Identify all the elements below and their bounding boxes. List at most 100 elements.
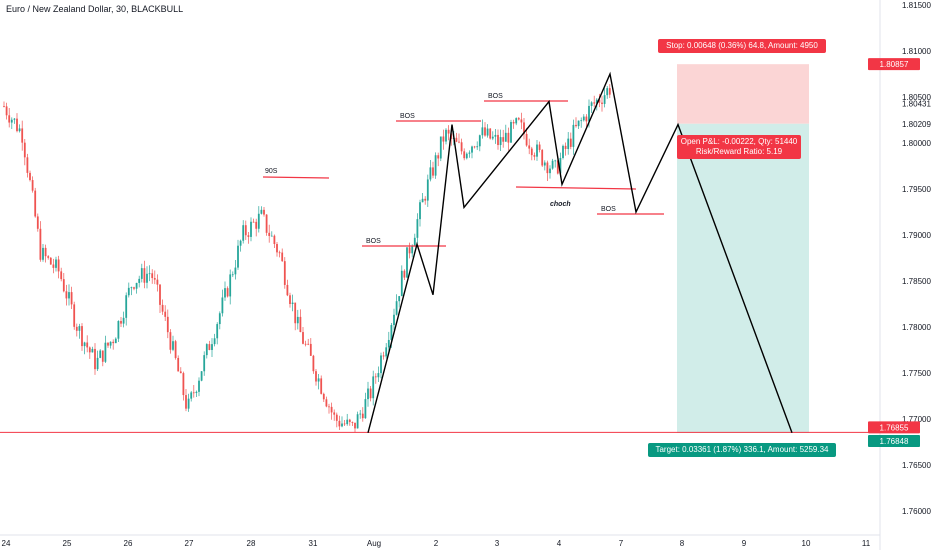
candle-body — [343, 423, 346, 425]
candle-body — [325, 399, 328, 407]
bos-label: BOS — [488, 93, 503, 100]
candle-body — [504, 132, 507, 142]
candle-body — [203, 355, 206, 372]
candle-body — [65, 291, 68, 299]
candle-body — [382, 355, 385, 357]
candle-body — [281, 252, 284, 262]
y-tick-label: 1.79500 — [902, 185, 931, 194]
candle-body — [502, 137, 505, 142]
candle-body — [512, 122, 515, 124]
candle-body — [299, 316, 302, 333]
candle-body — [91, 348, 94, 353]
candle-body — [55, 259, 57, 268]
candle-body — [192, 392, 195, 394]
candle-body — [221, 297, 224, 314]
entry2-price-label: 1.80209 — [902, 120, 931, 129]
candle-body — [94, 348, 96, 370]
candle-body — [315, 371, 317, 382]
candle-body — [595, 99, 598, 104]
candle-body — [328, 406, 330, 408]
candle-body — [346, 419, 349, 425]
candle-body — [242, 225, 245, 241]
candle-body — [18, 128, 21, 132]
choch-label: choch — [550, 201, 571, 208]
candle-body — [601, 102, 603, 104]
candle-body — [361, 413, 364, 419]
candle-body — [312, 355, 315, 372]
candle-body — [411, 246, 414, 254]
candle-body — [572, 124, 575, 147]
candle-body — [161, 304, 164, 312]
target-tag-text: Target: 0.03361 (1.87%) 336.1, Amount: 5… — [655, 445, 829, 454]
candle-body — [367, 388, 369, 400]
x-tick-label: 11 — [862, 539, 871, 548]
take-profit-zone — [677, 123, 809, 433]
candle-body — [395, 301, 398, 315]
candle-body — [198, 380, 200, 392]
y-tick-label: 1.81500 — [902, 1, 931, 10]
candle-body — [88, 347, 91, 353]
x-tick-label: 26 — [124, 539, 133, 548]
y-tick-label: 1.78500 — [902, 277, 931, 286]
candle-body — [138, 278, 141, 283]
candle-body — [10, 119, 13, 123]
candle-body — [322, 393, 325, 400]
choch-line — [515, 186, 637, 190]
stop-tag-box — [658, 39, 826, 53]
candle-body — [109, 341, 112, 346]
candle-body — [372, 376, 375, 399]
candle-body — [34, 190, 37, 217]
candle-body — [47, 256, 50, 258]
candle-body — [465, 153, 468, 159]
bos-label: BOS — [400, 113, 415, 120]
candle-body — [42, 247, 44, 260]
candle-body — [26, 157, 29, 173]
candle-body — [549, 168, 551, 174]
candle-body — [49, 257, 52, 265]
candle-body — [338, 420, 341, 427]
candle-body — [307, 343, 310, 345]
candle-body — [13, 118, 16, 120]
candle-body — [309, 343, 312, 356]
candle-body — [569, 138, 572, 147]
candle-body — [486, 128, 489, 136]
target-price-tag-text: 1.76848 — [880, 437, 909, 446]
candle-body — [335, 414, 338, 421]
candle-body — [424, 198, 427, 201]
candle-body — [208, 344, 211, 350]
candle-body — [510, 122, 512, 143]
candle-body — [588, 105, 590, 122]
candle-body — [554, 160, 557, 162]
candle-body — [507, 132, 510, 143]
candle-body — [546, 162, 549, 174]
candle-body — [354, 422, 356, 429]
candle-body — [530, 148, 533, 156]
candle-body — [590, 102, 593, 106]
candle-body — [447, 129, 450, 134]
candle-body — [36, 216, 39, 229]
candle-body — [603, 95, 606, 104]
candle-body — [239, 240, 242, 246]
bos-label: BOS — [366, 238, 381, 245]
candle-body — [413, 237, 416, 247]
candle-body — [515, 118, 518, 124]
candle-body — [562, 145, 564, 158]
candle-body — [541, 149, 544, 166]
stop-loss-zone — [677, 64, 809, 124]
candle-body — [497, 134, 499, 146]
candle-body — [130, 287, 133, 289]
candle-body — [445, 129, 447, 142]
candle-body — [437, 155, 440, 159]
candle-body — [369, 388, 372, 399]
candle-body — [75, 326, 78, 331]
candle-body — [159, 284, 161, 305]
candle-body — [104, 342, 107, 362]
candle-body — [70, 292, 73, 305]
candle-body — [224, 288, 226, 298]
candle-body — [231, 274, 234, 276]
candle-body — [148, 273, 151, 275]
candle-body — [536, 144, 538, 157]
candle-body — [320, 378, 323, 394]
y-tick-label: 1.77000 — [902, 415, 931, 424]
